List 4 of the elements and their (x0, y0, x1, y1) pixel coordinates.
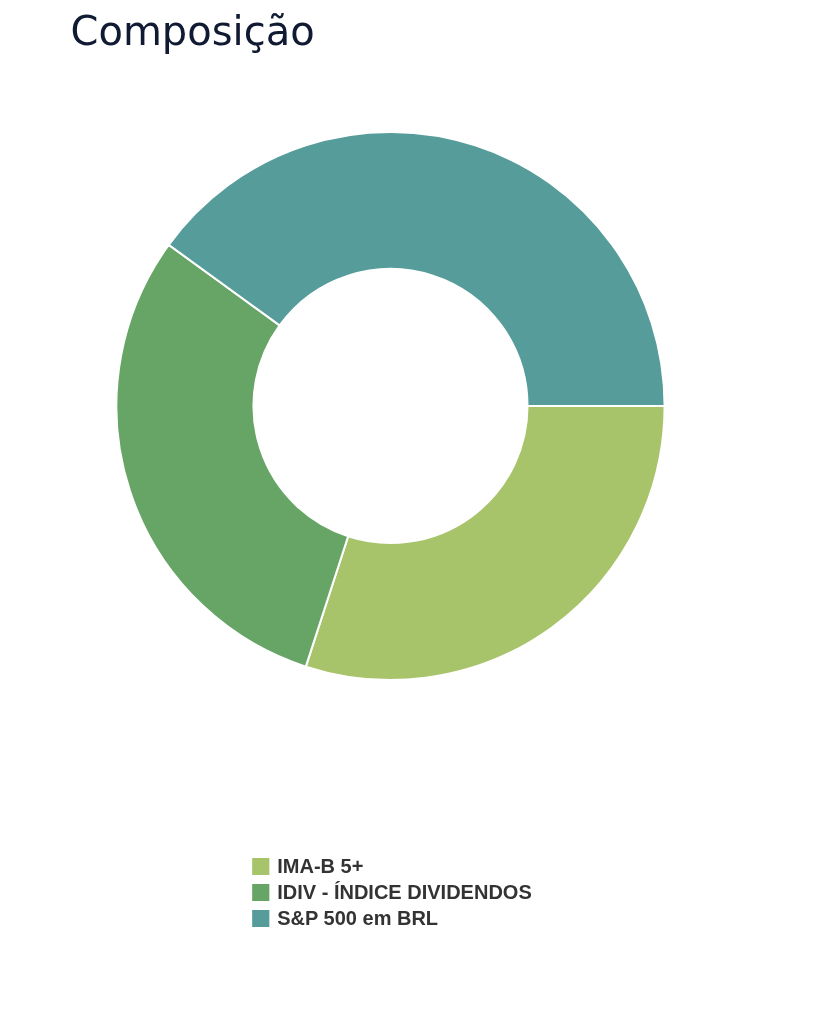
legend-label: IMA-B 5+ (277, 854, 364, 878)
legend-label: IDIV - ÍNDICE DIVIDENDOS (277, 880, 532, 904)
legend-label: S&P 500 em BRL (277, 906, 439, 930)
chart-title: Composição (70, 7, 315, 54)
